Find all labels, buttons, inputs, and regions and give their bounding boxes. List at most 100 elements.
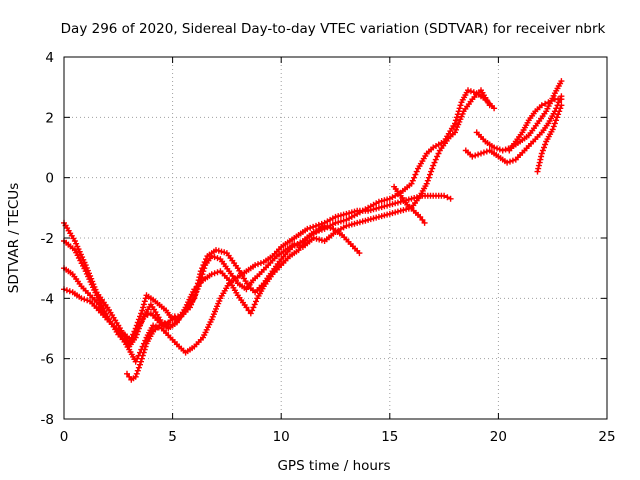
data-point — [249, 307, 256, 314]
data-point — [558, 78, 565, 85]
chart-title: Day 296 of 2020, Sidereal Day-to-day VTE… — [61, 21, 606, 37]
data-point — [142, 343, 149, 350]
x-tick-label: 10 — [273, 429, 290, 445]
data-point — [201, 265, 208, 272]
y-tick-label: -6 — [41, 352, 54, 368]
data-point — [199, 271, 206, 278]
data-point — [425, 174, 432, 181]
data-point — [255, 261, 261, 268]
data-point — [252, 262, 259, 269]
data-point — [545, 99, 552, 106]
data-point — [257, 260, 264, 267]
data-point — [548, 97, 555, 104]
data-point — [427, 171, 433, 178]
data-point — [211, 254, 218, 261]
series-line — [62, 89, 491, 348]
series-trace-2 — [61, 87, 493, 350]
data-point — [486, 102, 493, 109]
data-point — [84, 297, 91, 304]
series-trace-9 — [534, 102, 565, 175]
series-trace-1 — [61, 87, 498, 347]
data-point — [475, 151, 482, 158]
y-axis-label: SDTVAR / TECUs — [6, 183, 22, 293]
data-point — [133, 370, 140, 377]
data-point — [452, 120, 458, 127]
data-point — [156, 322, 163, 329]
data-point — [421, 219, 428, 226]
series-trace-8 — [506, 96, 565, 154]
data-point — [535, 162, 542, 169]
data-point — [140, 304, 147, 311]
grid-lines — [64, 57, 607, 419]
y-tick-label: -4 — [41, 291, 54, 307]
data-point — [480, 149, 487, 156]
plot-frame — [63, 56, 608, 420]
y-tick-label: 2 — [45, 110, 54, 126]
data-point — [423, 180, 430, 187]
data-point — [550, 123, 557, 130]
data-point — [424, 177, 431, 184]
data-point — [553, 117, 559, 124]
data-point — [66, 288, 73, 295]
data-point — [138, 355, 145, 362]
data-point — [467, 88, 474, 95]
series-line — [62, 89, 496, 345]
data-point — [304, 225, 311, 232]
data-point — [211, 270, 218, 277]
data-point — [491, 105, 498, 112]
data-point — [139, 352, 146, 359]
data-point — [132, 373, 139, 380]
data-point — [478, 150, 484, 157]
data-point — [496, 146, 503, 153]
data-point — [137, 361, 143, 368]
data-point — [318, 220, 325, 227]
data-point — [457, 102, 464, 109]
data-point — [429, 165, 436, 172]
data-point — [413, 194, 420, 201]
data-point — [140, 301, 147, 308]
data-point — [200, 268, 207, 275]
data-point — [356, 219, 363, 226]
data-point — [491, 144, 498, 151]
data-point — [375, 213, 382, 220]
y-tick-label: -2 — [41, 231, 54, 247]
data-point — [307, 224, 314, 231]
data-point — [456, 105, 463, 112]
data-point — [556, 108, 563, 115]
series-trace-4 — [61, 192, 454, 365]
data-point — [134, 367, 141, 374]
data-point — [327, 224, 334, 231]
data-point — [483, 148, 490, 155]
data-point — [214, 255, 221, 262]
data-point — [542, 100, 549, 107]
data-point — [171, 313, 178, 320]
data-point — [447, 195, 454, 202]
y-tick-label: -8 — [41, 412, 54, 428]
x-axis-label: GPS time / hours — [277, 458, 390, 474]
series-line — [62, 224, 361, 342]
data-point — [141, 346, 148, 353]
data-point — [313, 222, 319, 229]
data-point — [150, 322, 157, 329]
data-point — [469, 153, 476, 160]
data-point — [453, 126, 459, 133]
data-point — [253, 298, 259, 305]
data-point — [549, 126, 556, 133]
data-point — [315, 221, 322, 228]
series-line — [475, 80, 563, 152]
data-point — [141, 313, 148, 320]
data-point — [472, 152, 479, 159]
data-point — [499, 147, 506, 154]
data-point — [138, 310, 145, 317]
data-point — [538, 150, 545, 157]
data-point — [394, 199, 401, 206]
data-point — [504, 159, 511, 166]
axis-ticks: 0 5 10 15 20 25 -8 -6 -4 -2 0 2 4 — [41, 50, 616, 445]
data-point — [541, 144, 547, 151]
data-point — [159, 321, 166, 328]
data-point — [428, 168, 435, 175]
data-point — [356, 250, 363, 257]
data-point — [502, 146, 509, 153]
data-point — [135, 364, 142, 371]
